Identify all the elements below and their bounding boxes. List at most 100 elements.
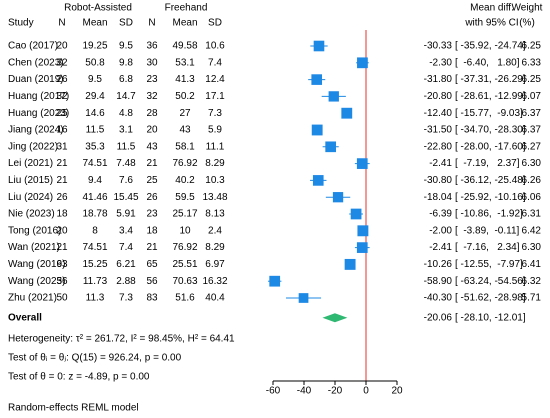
weight-label: 6.42 — [522, 225, 542, 236]
table-cell: 9.8 — [119, 57, 133, 68]
effect-marker — [312, 175, 324, 186]
study-label: Duan (2019) — [8, 74, 64, 85]
table-cell: 23 — [146, 74, 158, 85]
table-cell: 50 — [56, 293, 68, 304]
column-header: Mean — [172, 18, 197, 29]
weight-label: 6.31 — [522, 209, 542, 220]
table-cell: 19.25 — [82, 41, 107, 52]
study-label: Chen (2023) — [8, 57, 64, 68]
effect-marker — [357, 57, 368, 69]
study-label: Jiang (2024) — [8, 125, 64, 136]
study-label: Tong (2016) — [8, 225, 61, 236]
effect-label: -10.26 — [424, 259, 453, 270]
weight-label: 6.37 — [522, 108, 542, 119]
table-cell: 28 — [146, 108, 158, 119]
effect-marker — [313, 40, 325, 52]
effect-marker — [344, 258, 356, 270]
ci-label: [ -35.92, -24.74] — [455, 41, 526, 52]
column-header: SD — [208, 18, 222, 29]
table-cell: 43 — [146, 141, 158, 152]
effect-marker — [311, 124, 323, 136]
table-cell: 56 — [56, 276, 68, 287]
table-cell: 13.48 — [202, 192, 227, 203]
ci-label: [ -6.40, 1.80] — [455, 57, 520, 68]
table-cell: 40.4 — [205, 293, 225, 304]
ci-label: [ -15.77, -9.03] — [455, 108, 523, 119]
ci-label: [ -34.70, -28.30] — [455, 125, 526, 136]
effect-label: -31.50 — [424, 125, 453, 136]
effect-label: -2.41 — [429, 242, 452, 253]
effect-label: -18.04 — [424, 192, 453, 203]
table-cell: 50.8 — [85, 57, 105, 68]
table-cell: 51.6 — [175, 293, 195, 304]
weight-label: 6.26 — [522, 175, 542, 186]
table-cell: 30 — [146, 57, 158, 68]
group-label: Freehand — [165, 3, 208, 14]
note: Heterogeneity: τ² = 261.72, I² = 98.45%,… — [8, 334, 235, 345]
table-cell: 74.51 — [82, 242, 107, 253]
table-cell: 3.4 — [119, 225, 133, 236]
effect-marker — [341, 107, 353, 119]
overall-diamond — [322, 313, 348, 323]
x-tick-label: -20 — [328, 386, 343, 397]
table-cell: 21 — [56, 175, 68, 186]
effect-header: with 95% CI — [464, 18, 518, 29]
table-cell: 31 — [56, 141, 68, 152]
table-cell: 35.3 — [85, 141, 105, 152]
table-cell: 50.2 — [175, 91, 195, 102]
weight-label: 6.27 — [522, 141, 542, 152]
ci-label: [ -7.16, 2.34] — [455, 242, 520, 253]
table-cell: 16.32 — [202, 276, 227, 287]
weight-label: 6.32 — [522, 276, 542, 287]
weight-label: 6.37 — [522, 125, 542, 136]
overall-label: Overall — [8, 312, 42, 323]
table-cell: 83 — [146, 293, 158, 304]
table-cell: 15.45 — [113, 192, 138, 203]
table-cell: 40.2 — [175, 175, 195, 186]
table-cell: 6.21 — [116, 259, 136, 270]
table-cell: 7.3 — [119, 293, 133, 304]
ci-label: [ -37.31, -26.29] — [455, 74, 526, 85]
ci-label: [ -7.19, 2.37] — [455, 158, 520, 169]
ci-label: [ -10.86, -1.92] — [455, 209, 523, 220]
table-cell: 18 — [146, 225, 158, 236]
weight-label: 6.30 — [522, 158, 542, 169]
column-header: N — [148, 18, 155, 29]
effect-header: Mean diff. — [470, 3, 514, 14]
effect-label: -30.33 — [424, 41, 453, 52]
study-label: Huang (2017) — [8, 91, 69, 102]
column-header: Mean — [82, 18, 107, 29]
table-cell: 9.4 — [88, 175, 102, 186]
effect-label: -2.00 — [429, 225, 452, 236]
study-label: Liu (2015) — [8, 175, 53, 186]
effect-marker — [356, 158, 368, 169]
table-cell: 32 — [56, 91, 68, 102]
table-cell: 14.6 — [85, 108, 105, 119]
table-cell: 8.29 — [205, 242, 225, 253]
table-cell: 10.3 — [205, 175, 225, 186]
study-label: Wan (2021) — [8, 242, 60, 253]
effect-label: -20.80 — [424, 91, 453, 102]
table-cell: 8 — [92, 225, 98, 236]
table-cell: 29.4 — [85, 91, 105, 102]
effect-label: -2.41 — [429, 158, 452, 169]
weight-label: 6.33 — [522, 57, 542, 68]
table-cell: 21 — [56, 242, 68, 253]
table-cell: 10 — [179, 225, 191, 236]
weight-header: (%) — [519, 18, 535, 29]
table-cell: 20 — [146, 125, 158, 136]
table-cell: 18.78 — [82, 209, 107, 220]
column-header: Study — [8, 18, 34, 29]
column-header: N — [58, 18, 65, 29]
study-label: Huang (2023) — [8, 108, 69, 119]
study-label: Cao (2017) — [8, 41, 58, 52]
x-tick-label: 20 — [391, 386, 403, 397]
table-cell: 12.4 — [205, 74, 225, 85]
x-tick-label: -40 — [297, 386, 312, 397]
ci-label: [ -3.89, -0.11] — [455, 225, 520, 236]
table-cell: 25 — [146, 175, 158, 186]
table-cell: 11.5 — [117, 141, 136, 152]
table-cell: 70.63 — [172, 276, 197, 287]
table-cell: 8.29 — [205, 158, 225, 169]
effect-label: -31.80 — [424, 74, 453, 85]
